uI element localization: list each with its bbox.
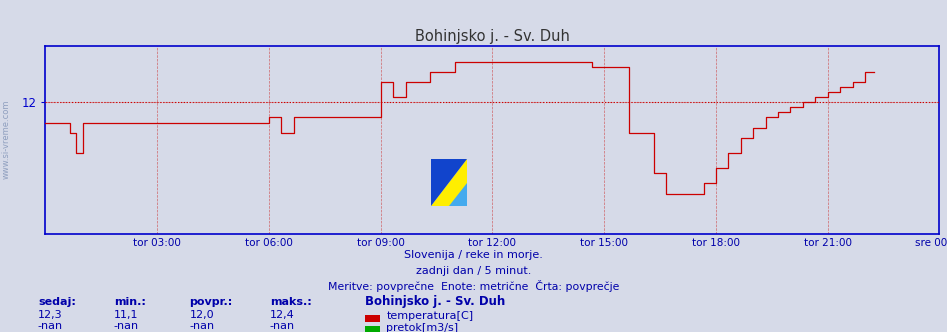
- Text: temperatura[C]: temperatura[C]: [386, 311, 474, 321]
- Text: min.:: min.:: [114, 297, 146, 307]
- Text: -nan: -nan: [38, 321, 63, 331]
- Text: 12,4: 12,4: [270, 310, 295, 320]
- Text: pretok[m3/s]: pretok[m3/s]: [386, 323, 458, 332]
- Text: povpr.:: povpr.:: [189, 297, 233, 307]
- Text: Meritve: povprečne  Enote: metrične  Črta: povprečje: Meritve: povprečne Enote: metrične Črta:…: [328, 280, 619, 291]
- Polygon shape: [449, 183, 467, 206]
- Text: zadnji dan / 5 minut.: zadnji dan / 5 minut.: [416, 266, 531, 276]
- Text: 12,3: 12,3: [38, 310, 63, 320]
- Text: -nan: -nan: [270, 321, 295, 331]
- Text: Slovenija / reke in morje.: Slovenija / reke in morje.: [404, 250, 543, 260]
- Text: -nan: -nan: [114, 321, 139, 331]
- Title: Bohinjsko j. - Sv. Duh: Bohinjsko j. - Sv. Duh: [415, 29, 570, 44]
- Text: 12,0: 12,0: [189, 310, 214, 320]
- Text: Bohinjsko j. - Sv. Duh: Bohinjsko j. - Sv. Duh: [365, 295, 505, 308]
- Text: 11,1: 11,1: [114, 310, 138, 320]
- Polygon shape: [431, 159, 467, 206]
- Text: maks.:: maks.:: [270, 297, 312, 307]
- Polygon shape: [431, 159, 467, 206]
- Text: sedaj:: sedaj:: [38, 297, 76, 307]
- Text: -nan: -nan: [189, 321, 215, 331]
- Text: www.si-vreme.com: www.si-vreme.com: [1, 100, 10, 179]
